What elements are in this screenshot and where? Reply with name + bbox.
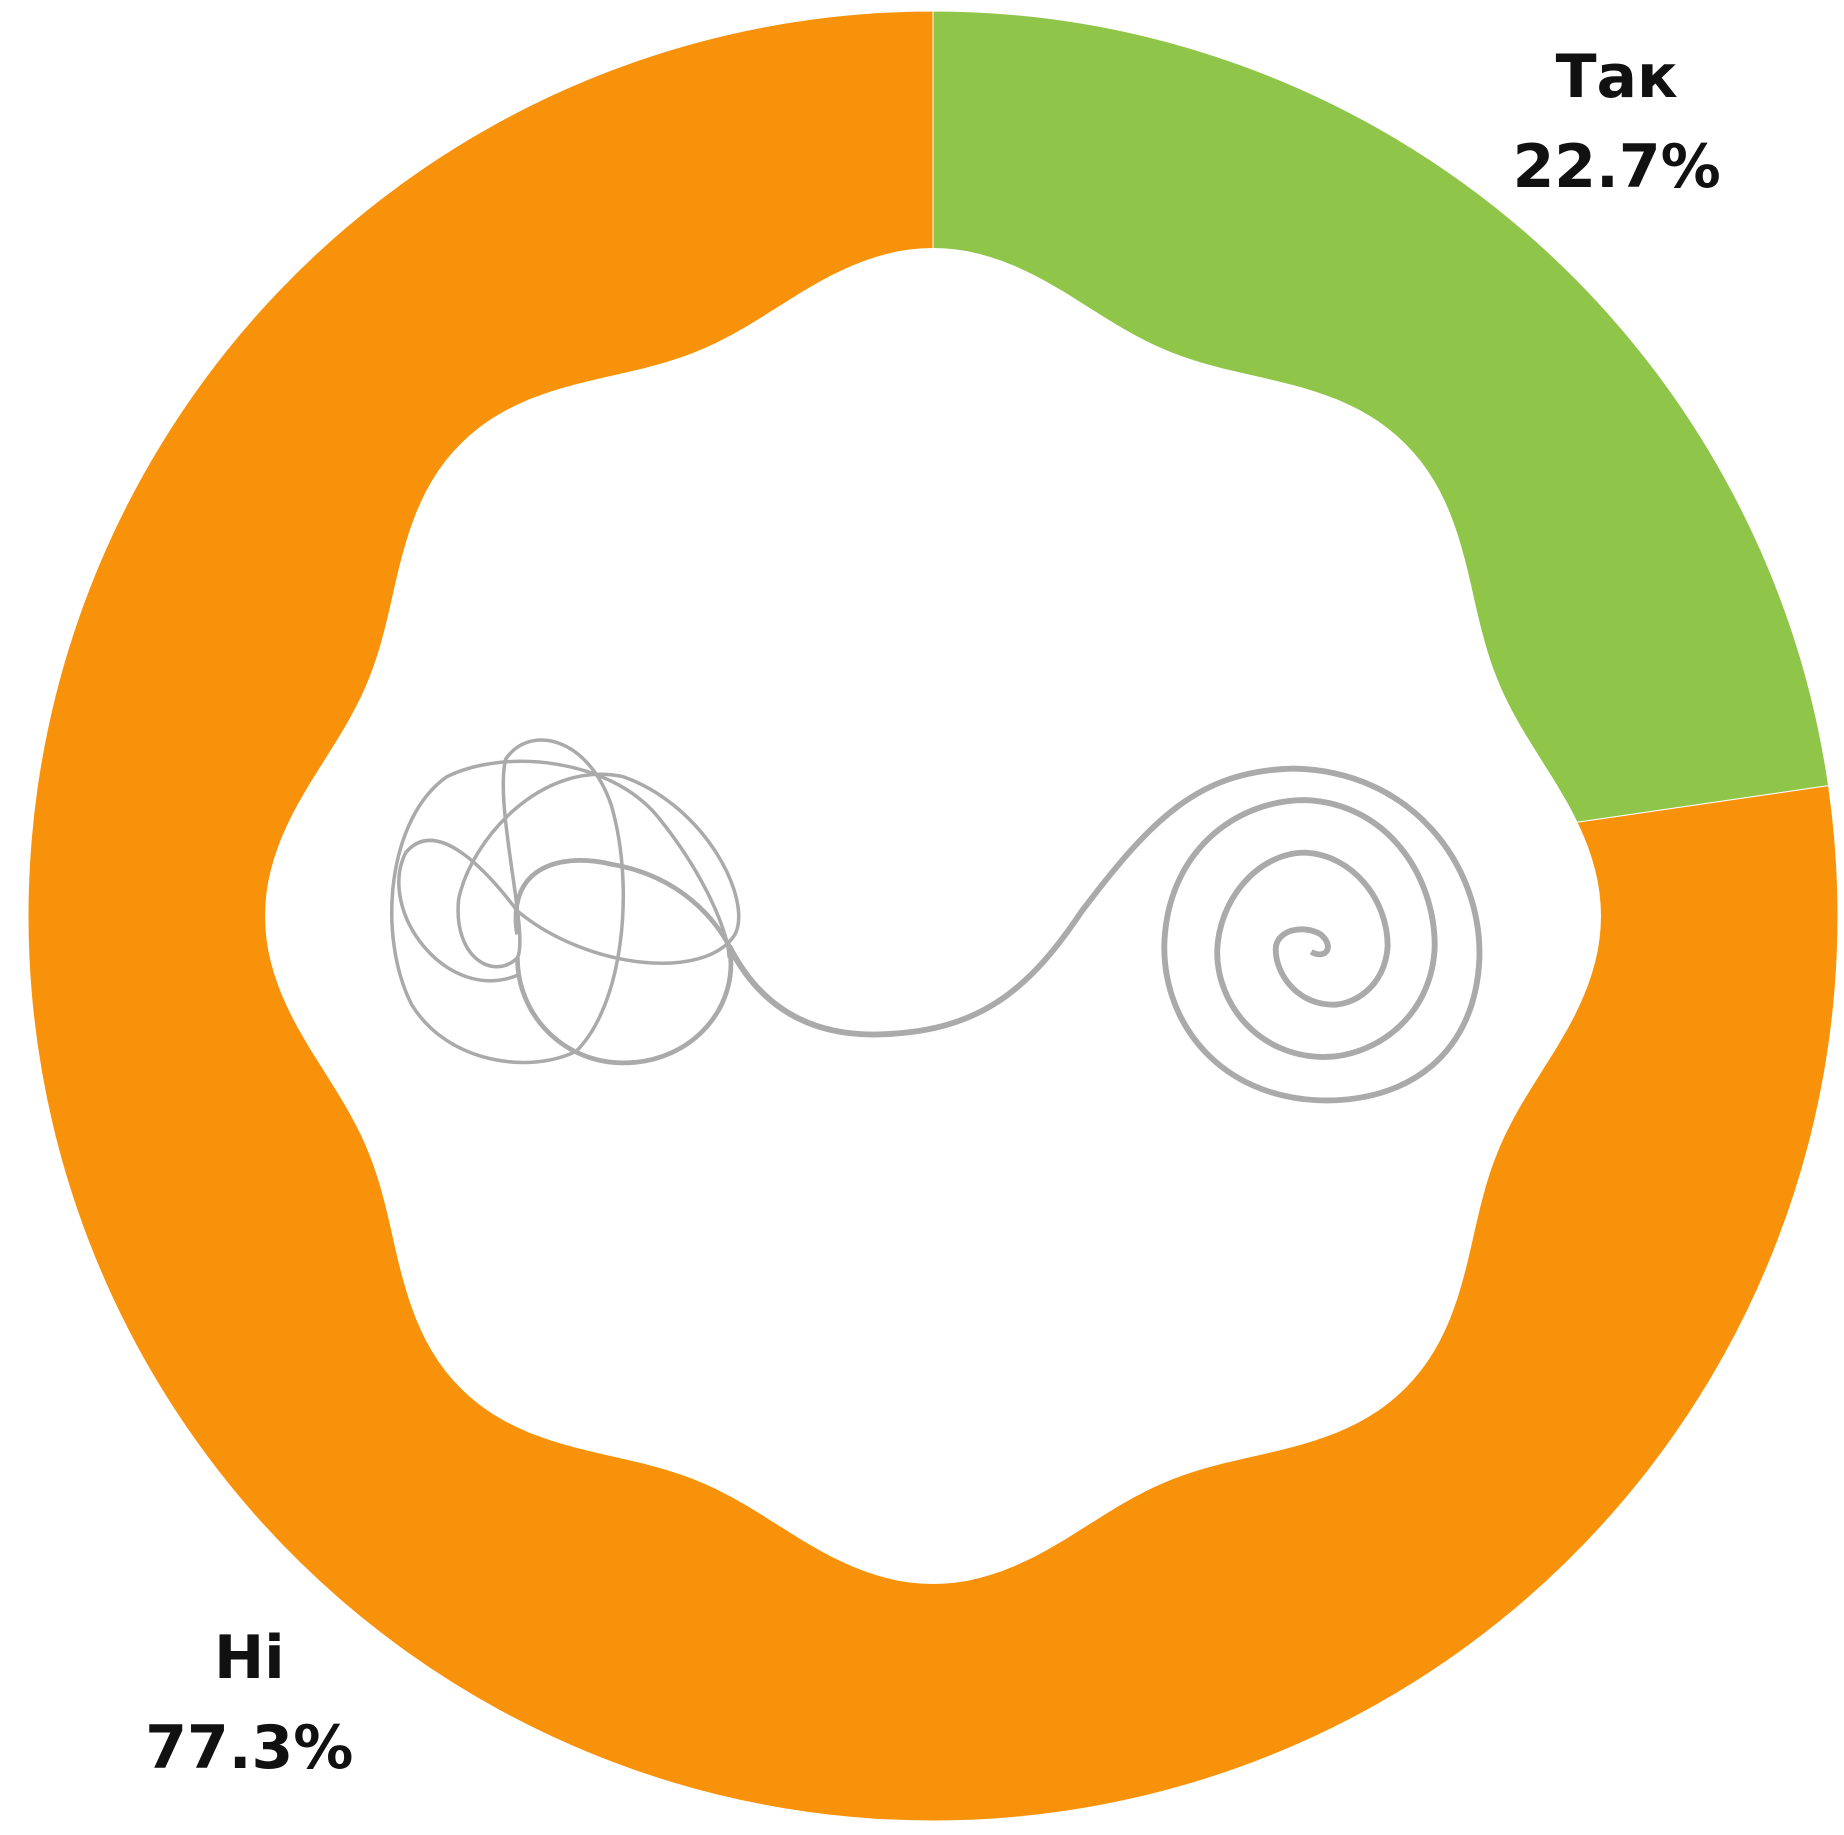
- slice-label: Так: [1556, 42, 1678, 112]
- center-doodle: [390, 738, 1483, 1104]
- value-label: 77.3%: [145, 1713, 353, 1783]
- center-shape: [265, 248, 1601, 1584]
- slice-label: Ні: [214, 1623, 285, 1693]
- value-label: 22.7%: [1513, 132, 1721, 202]
